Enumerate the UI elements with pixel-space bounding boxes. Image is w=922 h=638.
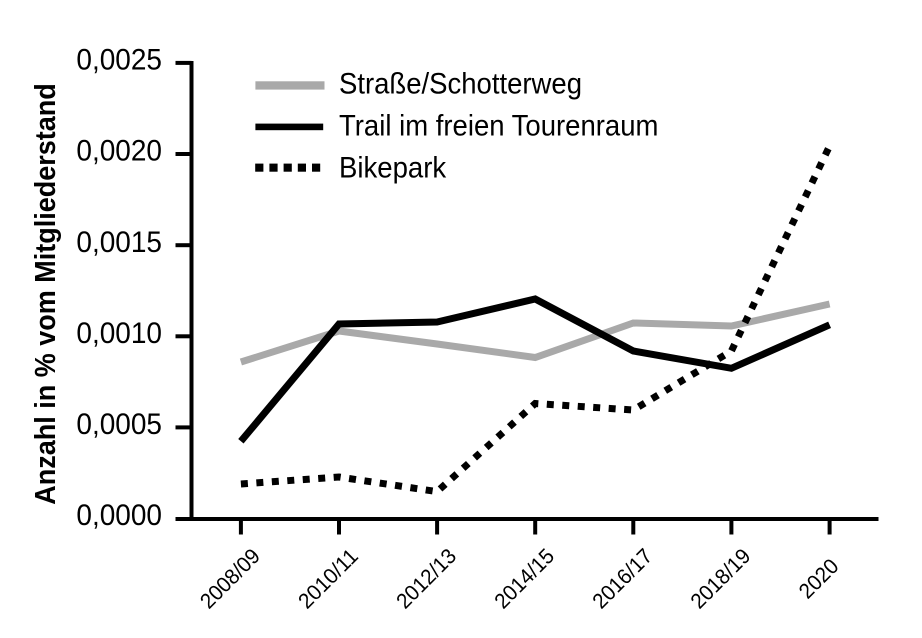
- svg-text:0,0020: 0,0020: [76, 135, 162, 168]
- svg-text:0,0015: 0,0015: [76, 226, 162, 259]
- svg-text:Bikepark: Bikepark: [339, 152, 446, 185]
- svg-text:Straße/Schotterweg: Straße/Schotterweg: [339, 67, 582, 100]
- svg-text:0,0005: 0,0005: [76, 408, 162, 441]
- svg-text:Anzahl in % vom Mitgliederstan: Anzahl in % vom Mitgliederstand: [30, 83, 62, 505]
- svg-text:Trail im freien Tourenraum: Trail im freien Tourenraum: [339, 110, 658, 143]
- svg-text:0,0025: 0,0025: [76, 44, 162, 77]
- svg-text:0,0010: 0,0010: [76, 317, 162, 350]
- svg-text:0,0000: 0,0000: [76, 499, 162, 532]
